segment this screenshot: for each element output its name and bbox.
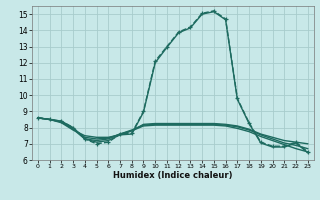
X-axis label: Humidex (Indice chaleur): Humidex (Indice chaleur): [113, 171, 233, 180]
